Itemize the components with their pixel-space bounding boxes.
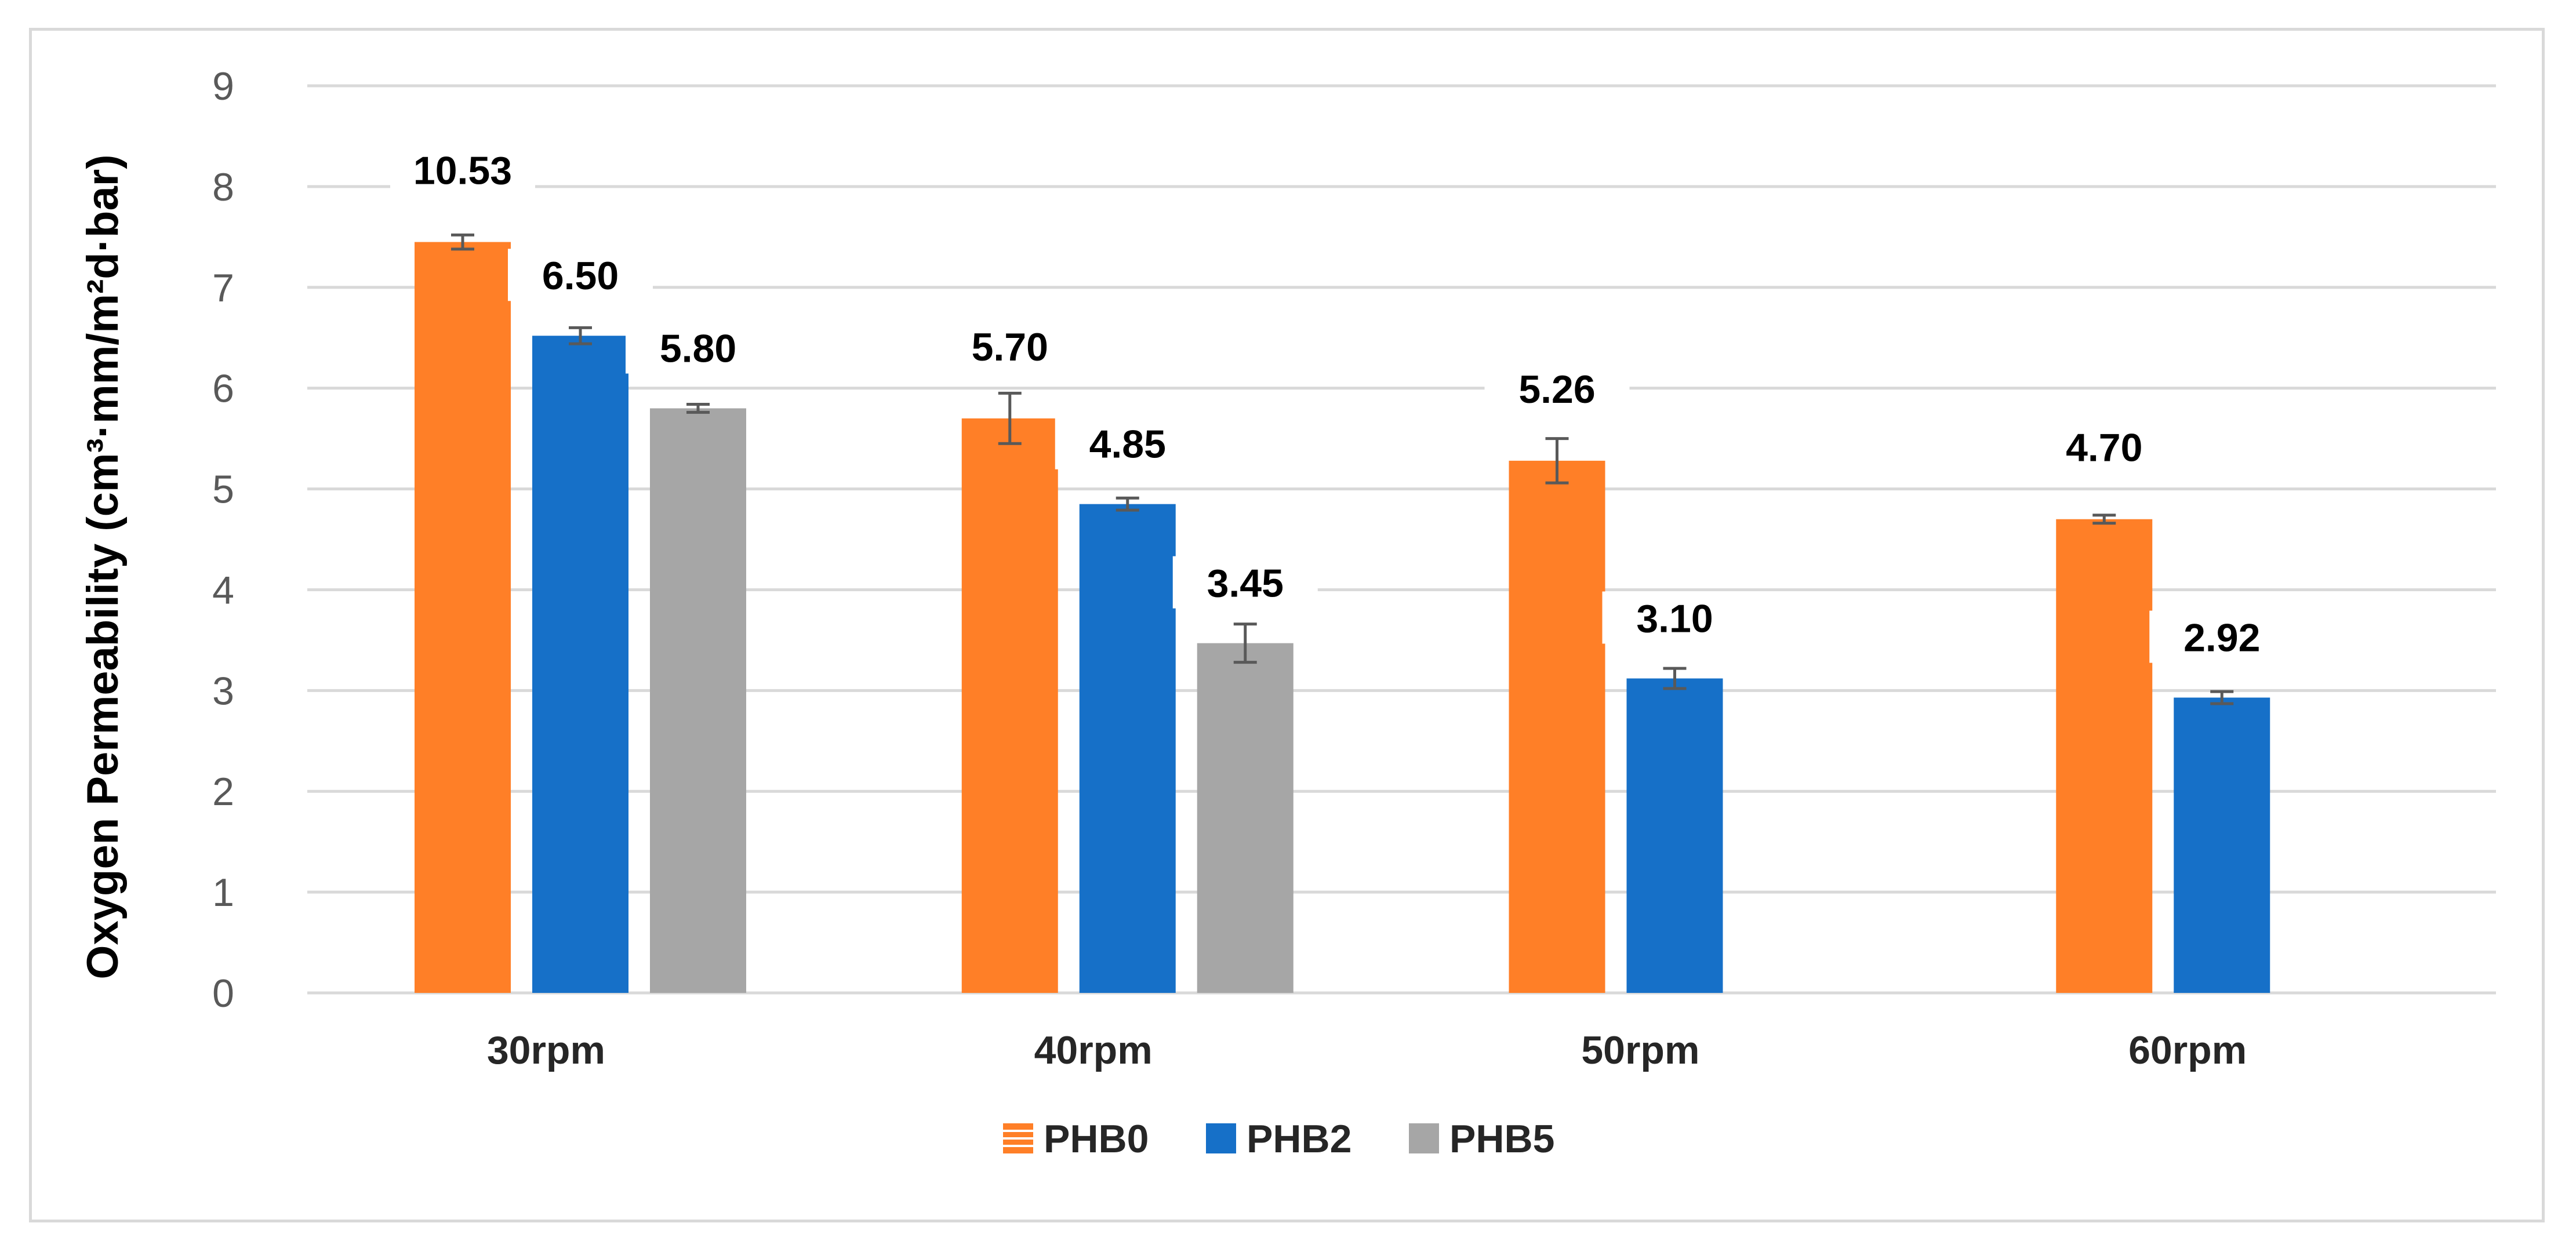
data-label-bg-PHB2-40rpm bbox=[1055, 417, 1200, 470]
x-category-label-60rpm: 60rpm bbox=[2128, 1028, 2247, 1072]
data-label-PHB5-30rpm: 5.80 bbox=[660, 326, 736, 370]
y-tick-label-1: 1 bbox=[212, 871, 234, 915]
bar-PHB2-30rpm bbox=[532, 336, 628, 993]
data-label-PHB0-40rpm: 5.70 bbox=[972, 325, 1048, 369]
data-labels: 10.53 6.50 5.80 5.70 4.85 3.45 5.26 3.10 4.70 2.9… bbox=[390, 143, 2295, 663]
chart-frame: 0 1 2 3 4 5 6 7 8 9 10.53 6.50 5.80 5.70 4.85 3.45 5.26… bbox=[29, 28, 2545, 1222]
data-label-bg-PHB0-50rpm bbox=[1484, 362, 1630, 414]
y-axis-title: Oxygen Permeability (cm³·mm/m²d·bar) bbox=[78, 154, 128, 979]
y-axis-ticks: 0 1 2 3 4 5 6 7 8 9 bbox=[212, 64, 234, 1016]
legend-label-PHB0: PHB0 bbox=[1044, 1117, 1149, 1161]
data-label-PHB2-60rpm: 2.92 bbox=[2183, 616, 2260, 660]
data-label-bg-PHB5-40rpm bbox=[1172, 556, 1318, 609]
y-tick-label-9: 9 bbox=[212, 64, 234, 108]
data-label-PHB0-50rpm: 5.26 bbox=[1518, 367, 1595, 412]
data-label-PHB2-40rpm: 4.85 bbox=[1089, 423, 1166, 467]
bar-PHB2-40rpm bbox=[1079, 504, 1176, 993]
legend-swatch-PHB5 bbox=[1409, 1123, 1439, 1153]
bar-chart: 0 1 2 3 4 5 6 7 8 9 10.53 6.50 5.80 5.70 4.85 3.45 5.26… bbox=[78, 64, 2496, 1161]
data-label-bg-PHB0-60rpm bbox=[2032, 420, 2177, 473]
data-label-bg-PHB2-30rpm bbox=[508, 249, 653, 301]
legend: PHB0 PHB2 PHB5 bbox=[1003, 1117, 1554, 1161]
data-label-bg-PHB2-50rpm bbox=[1602, 591, 1747, 644]
bar-PHB5-40rpm bbox=[1197, 643, 1294, 993]
legend-swatch-PHB2 bbox=[1206, 1123, 1236, 1153]
bar-PHB0-60rpm bbox=[2056, 519, 2153, 993]
y-tick-label-3: 3 bbox=[212, 669, 234, 713]
y-tick-label-4: 4 bbox=[212, 568, 234, 612]
x-category-label-40rpm: 40rpm bbox=[1034, 1028, 1153, 1072]
legend-label-PHB5: PHB5 bbox=[1449, 1117, 1554, 1161]
y-tick-label-6: 6 bbox=[212, 367, 234, 411]
y-tick-label-5: 5 bbox=[212, 468, 234, 512]
bar-PHB5-30rpm bbox=[650, 408, 746, 993]
bar-PHB0-30rpm bbox=[415, 242, 511, 993]
gridlines bbox=[307, 84, 2496, 995]
bar-PHB2-60rpm bbox=[2174, 697, 2270, 993]
y-tick-label-7: 7 bbox=[212, 266, 234, 310]
bar-PHB0-40rpm bbox=[961, 418, 1058, 993]
bars bbox=[415, 242, 2270, 993]
data-label-PHB2-30rpm: 6.50 bbox=[542, 254, 619, 298]
bar-PHB0-50rpm bbox=[1509, 460, 1605, 993]
y-tick-label-0: 0 bbox=[212, 971, 234, 1016]
data-label-bg-PHB2-60rpm bbox=[2149, 610, 2295, 663]
data-label-bg-PHB0-30rpm bbox=[390, 143, 535, 196]
x-category-label-50rpm: 50rpm bbox=[1581, 1028, 1699, 1072]
data-label-PHB2-50rpm: 3.10 bbox=[1636, 596, 1713, 640]
legend-label-PHB2: PHB2 bbox=[1247, 1117, 1351, 1161]
bar-PHB2-50rpm bbox=[1626, 678, 1723, 993]
y-tick-label-8: 8 bbox=[212, 165, 234, 209]
y-tick-label-2: 2 bbox=[212, 770, 234, 814]
x-axis-categories: 30rpm 40rpm 50rpm 60rpm bbox=[487, 1028, 2247, 1072]
data-label-PHB0-60rpm: 4.70 bbox=[2066, 426, 2142, 470]
data-label-PHB5-40rpm: 3.45 bbox=[1207, 562, 1284, 606]
data-label-bg-PHB0-40rpm bbox=[937, 319, 1082, 372]
data-label-bg-PHB5-30rpm bbox=[626, 321, 771, 374]
data-label-PHB0-30rpm: 10.53 bbox=[413, 149, 512, 193]
x-category-label-30rpm: 30rpm bbox=[487, 1028, 605, 1072]
error-bars bbox=[451, 233, 2234, 705]
